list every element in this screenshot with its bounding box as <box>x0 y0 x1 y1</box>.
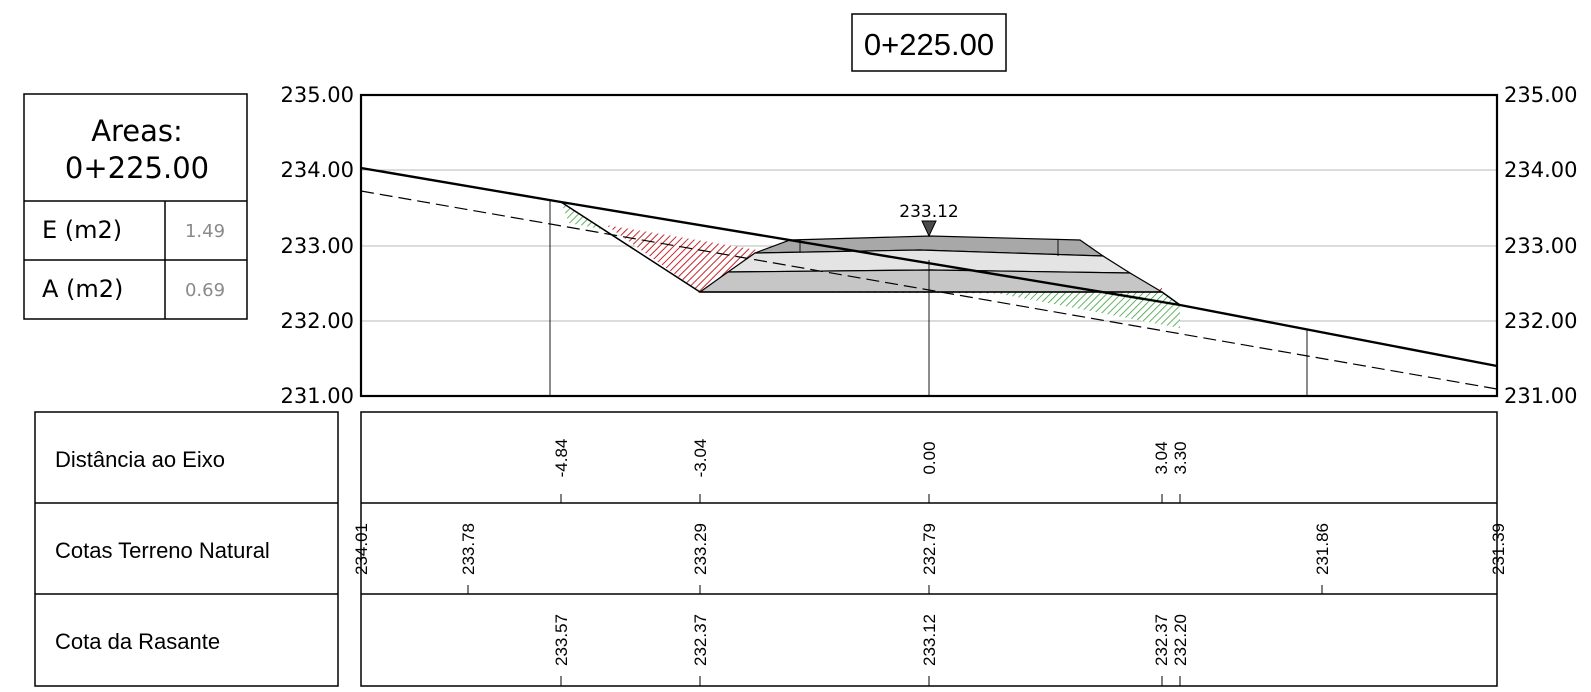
table-values: -4.84 -3.04 0.00 3.04 3.30 234.01 233.78… <box>352 411 1508 687</box>
subgrade-line <box>560 201 1181 306</box>
areas-box: Areas: 0+225.00 E (m2) 1.49 A (m2) 0.69 <box>23 93 248 320</box>
areas-row-value: 1.49 <box>185 221 225 242</box>
table-labels: Distância ao Eixo Cotas Terreno Natural … <box>34 411 339 687</box>
y-axis-right: 235.00 234.00 233.00 232.00 231.00 <box>1504 83 1577 408</box>
distance-value: 3.04 <box>1152 441 1171 474</box>
distance-value: 0.00 <box>920 441 939 474</box>
areas-station: 0+225.00 <box>65 151 209 185</box>
station-title: 0+225.00 <box>864 27 994 62</box>
areas-row-label: E (m2) <box>42 216 122 244</box>
distance-value: -3.04 <box>691 439 710 478</box>
grade-value: 233.12 <box>920 614 939 666</box>
grade-marker-icon <box>921 220 937 238</box>
grade-value: 232.37 <box>1152 614 1171 666</box>
areas-row-label: A (m2) <box>42 275 123 303</box>
distance-value: -4.84 <box>552 439 571 478</box>
y-tick-label: 231.00 <box>1504 384 1577 408</box>
areas-heading: Areas: <box>91 114 183 148</box>
cut-area-hatch-main <box>606 225 1010 292</box>
terrain-value: 232.79 <box>920 523 939 575</box>
y-tick-label: 235.00 <box>281 83 354 107</box>
plot-frame <box>359 93 1499 398</box>
fill-area-hatch-right <box>990 292 1180 328</box>
grade-value: 233.57 <box>552 614 571 666</box>
grade-value: 232.37 <box>691 614 710 666</box>
grade-value: 232.20 <box>1171 614 1190 666</box>
terrain-value: 231.86 <box>1313 523 1332 575</box>
station-title-box <box>851 13 1007 72</box>
y-tick-label: 232.00 <box>1504 309 1577 333</box>
distance-value: 3.30 <box>1171 441 1190 474</box>
y-tick-label: 232.00 <box>281 309 354 333</box>
table-row-label: Cotas Terreno Natural <box>55 538 270 563</box>
y-tick-label: 234.00 <box>281 158 354 182</box>
grade-marker-label: 233.12 <box>899 202 958 222</box>
terrain-value: 234.01 <box>352 523 371 575</box>
areas-row-value: 0.69 <box>185 280 225 301</box>
terrain-value: 233.29 <box>691 523 710 575</box>
y-axis-left: 235.00 234.00 233.00 232.00 231.00 <box>281 83 354 408</box>
terrain-value: 231.39 <box>1489 523 1508 575</box>
table-row-label: Cota da Rasante <box>55 629 220 654</box>
design-grade-line <box>360 166 1498 368</box>
y-tick-label: 234.00 <box>1504 158 1577 182</box>
table-row-label: Distância ao Eixo <box>55 447 225 472</box>
terrain-value: 233.78 <box>459 523 478 575</box>
y-tick-label: 233.00 <box>281 234 354 258</box>
reference-verticals <box>549 200 1308 396</box>
pavement-layer <box>698 269 1165 293</box>
y-tick-label: 235.00 <box>1504 83 1577 107</box>
y-tick-label: 233.00 <box>1504 234 1577 258</box>
y-tick-label: 231.00 <box>281 384 354 408</box>
